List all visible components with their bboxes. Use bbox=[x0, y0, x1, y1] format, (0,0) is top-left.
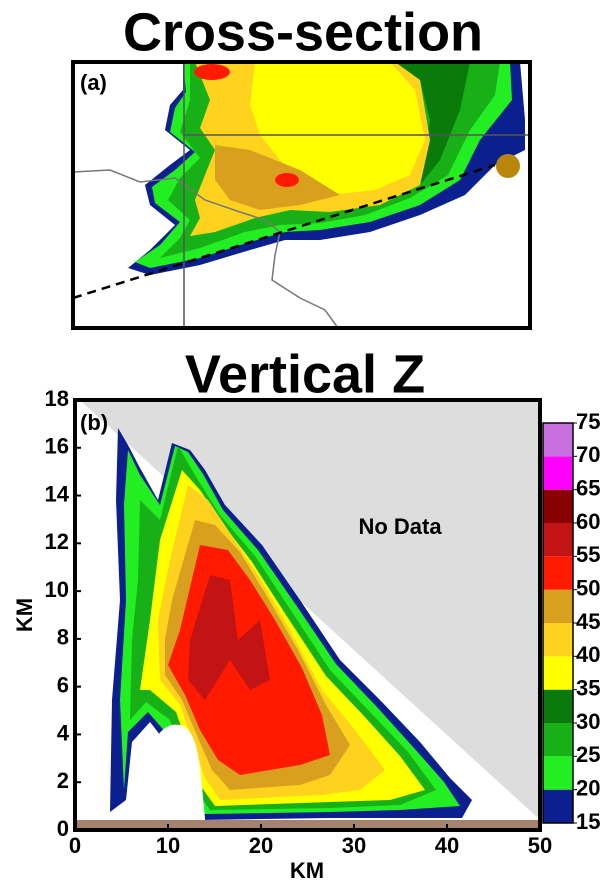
x-tick-label: 10 bbox=[156, 833, 180, 858]
contour-50 bbox=[275, 173, 299, 187]
colorbar-cell bbox=[543, 689, 573, 723]
colorbar-label: 55 bbox=[576, 542, 600, 567]
colorbar-label: 45 bbox=[576, 609, 600, 634]
contour-35 bbox=[250, 62, 425, 195]
ground bbox=[75, 820, 538, 830]
contour-30 bbox=[395, 62, 470, 185]
colorbar-label: 70 bbox=[576, 442, 600, 467]
colorbar-cell bbox=[543, 723, 573, 757]
echo-free-hole bbox=[140, 724, 205, 830]
storm-field bbox=[128, 62, 525, 275]
x-tick-label: 0 bbox=[69, 833, 81, 858]
x-tick-label: 20 bbox=[249, 833, 273, 858]
x-tick-label: 50 bbox=[528, 833, 552, 858]
contour-55 bbox=[188, 575, 270, 700]
map-panel: (a) bbox=[71, 60, 532, 330]
x-axis-label: KM bbox=[290, 858, 324, 883]
annotation: No Data bbox=[358, 514, 442, 539]
colorbar-label: 15 bbox=[576, 809, 600, 834]
colorbar-cell bbox=[543, 523, 573, 557]
y-tick-label: 12 bbox=[45, 529, 69, 554]
colorbar-label: 20 bbox=[576, 775, 600, 800]
reflectivity-field bbox=[110, 428, 472, 830]
colorbar-label: 65 bbox=[576, 475, 600, 500]
colorbar-cell bbox=[543, 456, 573, 490]
colorbar-label: 40 bbox=[576, 642, 600, 667]
y-tick-label: 4 bbox=[57, 720, 70, 745]
y-tick-label: 6 bbox=[57, 672, 69, 697]
contour-panel: (b) No Data KM KM bbox=[12, 398, 542, 883]
y-tick-label: 18 bbox=[45, 386, 69, 411]
y-tick-label: 0 bbox=[57, 816, 69, 841]
colorbar-label: 60 bbox=[576, 509, 600, 534]
colorbar-label: 50 bbox=[576, 575, 600, 600]
radar-site bbox=[496, 154, 520, 178]
colorbar-cell bbox=[543, 756, 573, 790]
colorbar-label: 30 bbox=[576, 709, 600, 734]
colorbar-cell bbox=[543, 489, 573, 523]
panel-label: (a) bbox=[80, 70, 107, 95]
panel-label: (b) bbox=[80, 410, 108, 435]
x-tick-label: 40 bbox=[435, 833, 459, 858]
y-tick-label: 16 bbox=[45, 434, 69, 459]
cross-section-line bbox=[72, 163, 496, 300]
colorbar-cell bbox=[543, 656, 573, 690]
colorbar-cell bbox=[543, 556, 573, 590]
contour-50 bbox=[194, 64, 230, 80]
colorbar-label: 75 bbox=[576, 409, 600, 434]
map-frame bbox=[71, 60, 532, 330]
border-line bbox=[72, 169, 339, 329]
colorbar-cell bbox=[543, 789, 573, 823]
y-tick-label: 2 bbox=[57, 768, 69, 793]
y-axis-label: KM bbox=[12, 598, 37, 632]
y-tick-label: 10 bbox=[45, 577, 69, 602]
panel-a-title: Cross-section bbox=[123, 2, 483, 62]
colorbar-cell bbox=[543, 423, 573, 457]
x-tick-label: 30 bbox=[342, 833, 366, 858]
colorbar-label: 35 bbox=[576, 675, 600, 700]
y-tick-label: 14 bbox=[45, 481, 70, 506]
panel-b-title: Vertical Z bbox=[185, 344, 425, 404]
colorbar-cell bbox=[543, 589, 573, 623]
colorbar-cell bbox=[543, 623, 573, 657]
colorbar-label: 25 bbox=[576, 742, 600, 767]
plot-frame bbox=[73, 398, 542, 832]
y-tick-label: 8 bbox=[57, 625, 69, 650]
